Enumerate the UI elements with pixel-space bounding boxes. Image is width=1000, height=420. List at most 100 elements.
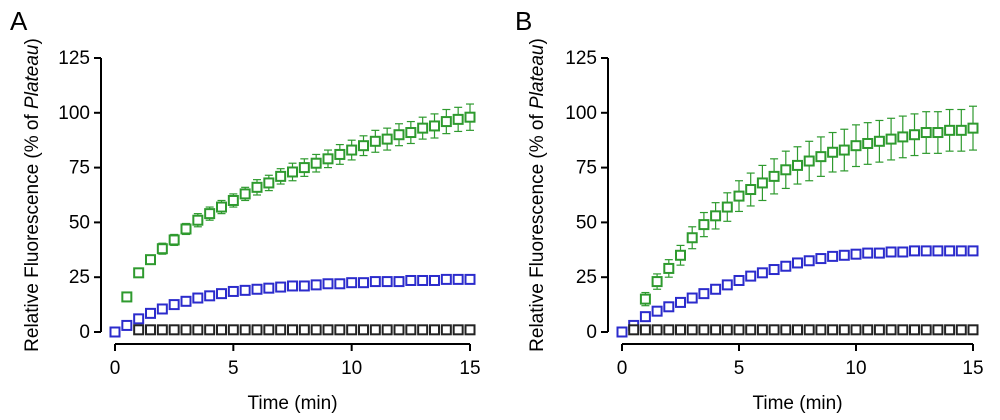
data-point <box>651 276 663 288</box>
data-point <box>756 267 768 279</box>
data-point <box>452 113 464 125</box>
green-series <box>121 103 476 303</box>
data-point <box>216 201 227 213</box>
data-point <box>944 124 956 136</box>
data-point <box>310 324 322 336</box>
x-tick-label: 0 <box>110 358 121 379</box>
data-point <box>358 324 369 336</box>
data-point <box>686 232 698 244</box>
data-point <box>369 276 381 288</box>
data-point <box>121 291 133 303</box>
data-point <box>733 274 745 286</box>
data-point <box>651 324 663 336</box>
data-point <box>275 170 287 182</box>
black-series <box>133 324 476 336</box>
data-point <box>815 324 827 336</box>
data-point <box>920 127 932 139</box>
data-point <box>204 290 216 302</box>
data-point <box>733 324 745 336</box>
data-point <box>698 219 710 231</box>
data-point <box>239 284 251 296</box>
data-point <box>745 324 757 336</box>
data-point <box>721 279 733 291</box>
data-point <box>216 324 227 336</box>
data-point <box>358 277 369 289</box>
data-point <box>815 253 827 265</box>
data-point <box>358 140 369 152</box>
data-point <box>346 144 358 156</box>
data-point <box>440 273 452 285</box>
data-point <box>885 324 897 336</box>
data-point <box>133 267 145 279</box>
data-point <box>192 324 204 336</box>
data-point <box>838 144 850 156</box>
data-point <box>850 324 862 336</box>
y-tick-label: 100 <box>565 103 597 124</box>
blue-series <box>616 245 979 338</box>
data-point <box>251 324 263 336</box>
black-series <box>628 324 979 336</box>
data-point <box>168 299 180 311</box>
data-point <box>885 133 897 145</box>
data-point <box>334 278 346 290</box>
data-point <box>932 245 944 257</box>
data-point <box>710 283 722 295</box>
data-point <box>745 270 757 282</box>
data-point <box>405 127 417 139</box>
data-point <box>967 122 979 134</box>
data-point <box>745 184 757 196</box>
data-point <box>322 324 334 336</box>
y-axis-label-italic: Plateau <box>22 44 43 109</box>
data-point <box>310 157 322 169</box>
data-point <box>885 246 897 258</box>
y-tick-label: 125 <box>58 48 90 69</box>
data-point <box>920 324 932 336</box>
data-point <box>263 324 275 336</box>
data-point <box>275 281 287 293</box>
data-point <box>393 324 405 336</box>
data-point <box>417 122 429 134</box>
data-point <box>628 324 640 336</box>
data-point <box>639 311 651 323</box>
x-tick-label: 15 <box>962 358 983 379</box>
data-point <box>251 283 263 295</box>
data-point <box>393 129 405 141</box>
data-point <box>204 208 216 220</box>
y-axis-label: Relative Fluorescence (% of Plateau) <box>22 38 43 352</box>
y-axis-label-part: ) <box>22 38 43 44</box>
data-point <box>862 137 874 149</box>
data-point <box>967 245 979 257</box>
data-point <box>452 273 464 285</box>
data-point <box>121 319 133 331</box>
data-point <box>109 326 121 338</box>
y-tick-label: 100 <box>58 103 90 124</box>
y-tick-label: 25 <box>69 267 90 288</box>
data-point <box>862 247 874 259</box>
data-point <box>932 324 944 336</box>
blue-series <box>109 273 476 338</box>
data-point <box>452 324 464 336</box>
y-tick-label: 50 <box>69 212 90 233</box>
data-point <box>168 234 180 246</box>
data-point <box>180 324 192 336</box>
data-point <box>850 248 862 260</box>
data-point <box>393 276 405 288</box>
y-axis-label-part: Relative Fluorescence (% of <box>527 109 548 352</box>
data-point <box>429 120 440 132</box>
data-point <box>967 324 979 336</box>
data-point <box>251 181 263 193</box>
data-point <box>263 177 275 189</box>
data-point <box>639 324 651 336</box>
data-point <box>780 164 792 176</box>
x-axis-label: Time (min) <box>752 393 842 414</box>
data-point <box>721 201 733 213</box>
data-point <box>873 135 885 147</box>
data-point <box>756 324 768 336</box>
data-point <box>768 324 780 336</box>
data-point <box>639 293 651 305</box>
data-point <box>873 247 885 259</box>
data-point <box>897 324 909 336</box>
data-point <box>192 292 204 304</box>
data-point <box>686 324 698 336</box>
